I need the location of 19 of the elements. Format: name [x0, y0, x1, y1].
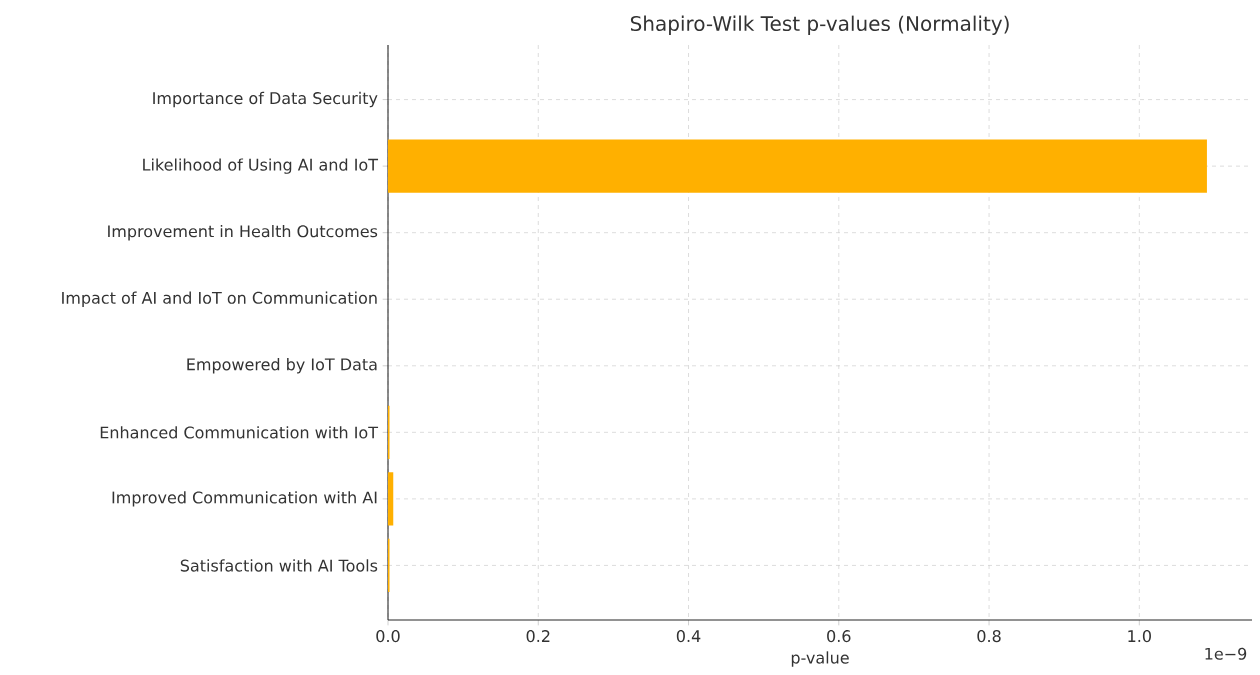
- x-tick-label: 1.0: [1128, 630, 1151, 643]
- chart-title: Shapiro-Wilk Test p-values (Normality): [630, 15, 1009, 35]
- y-tick-label: Enhanced Communication with IoT: [100, 426, 379, 439]
- y-tick-label: Satisfaction with AI Tools: [180, 559, 378, 572]
- y-tick-label: Impact of AI and IoT on Communication: [62, 291, 377, 307]
- y-tick-label: Improvement in Health Outcomes: [108, 224, 378, 241]
- text: 1e−9: [1205, 647, 1247, 660]
- x-tick-label: 0.4: [676, 630, 701, 643]
- y-tick-label: Likelihood of Using AI and IoT: [143, 158, 379, 174]
- bar: [388, 139, 1207, 193]
- x-axis-title: p-value: [791, 651, 849, 667]
- x-tick-label: 0.0: [376, 630, 400, 643]
- x-tick-label: 0.8: [977, 630, 1001, 643]
- y-tick-label: Improved Communication with AI: [112, 491, 377, 507]
- y-tick-label: Empowered by IoT Data: [187, 358, 377, 374]
- y-tick-label: Importance of Data Security: [153, 91, 378, 108]
- bar: [388, 472, 394, 526]
- x-tick-label: 0.6: [827, 630, 851, 643]
- x-tick-label: 0.2: [526, 630, 550, 643]
